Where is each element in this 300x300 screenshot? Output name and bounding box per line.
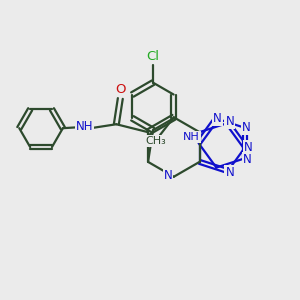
Text: N: N [225,166,234,178]
Text: N: N [242,122,250,134]
Text: Cl: Cl [146,50,160,63]
Text: N: N [243,153,251,166]
Text: CH₃: CH₃ [146,136,166,146]
Text: NH: NH [76,120,93,133]
Text: N: N [164,169,172,182]
Text: N: N [244,140,253,154]
Text: N: N [213,112,222,125]
Text: N: N [225,116,234,128]
Text: O: O [115,83,126,96]
Text: NH: NH [183,132,200,142]
